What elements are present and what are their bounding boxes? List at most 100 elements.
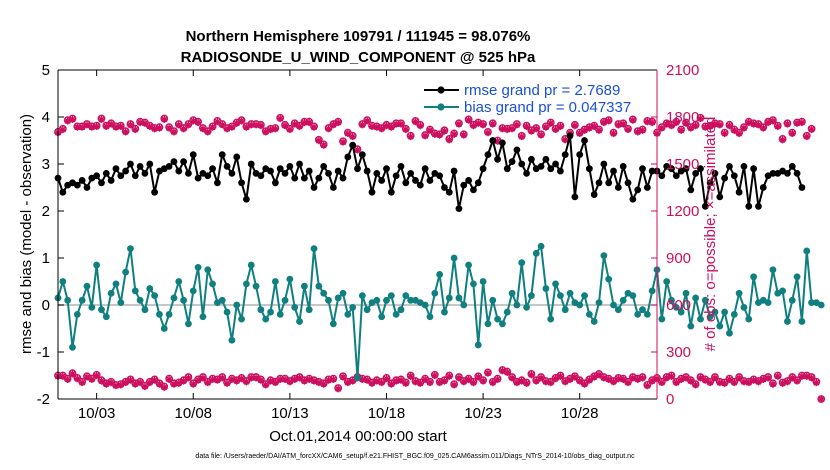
obs-assimilated-lower-point — [503, 368, 511, 376]
obs-assimilated-point — [344, 129, 352, 138]
bias-point — [764, 299, 772, 307]
bias-point — [634, 311, 642, 318]
obs-assimilated-point — [440, 127, 449, 135]
obs-assimilated-lower-point — [339, 373, 347, 381]
bias-point — [648, 287, 656, 295]
obs-assimilated-point — [426, 126, 434, 134]
obs-assimilated-point — [320, 141, 328, 149]
obs-assimilated-point — [228, 123, 236, 131]
rmse-point — [98, 179, 105, 187]
bias-point — [436, 271, 444, 278]
obs-assimilated-lower-point — [242, 378, 250, 386]
obs-assimilated-point — [701, 123, 709, 131]
bias-point — [610, 301, 617, 309]
obs-assimilated-point — [450, 130, 458, 138]
obs-assimilated-lower-point — [59, 372, 67, 380]
obs-assimilated-lower-point — [64, 375, 72, 384]
obs-assimilated-lower-point — [508, 374, 516, 382]
obs-assimilated-lower-point — [387, 380, 395, 388]
bias-point — [131, 287, 139, 295]
obs-assimilated-point — [112, 123, 120, 131]
bias-point — [779, 287, 786, 295]
rmse-point — [697, 165, 704, 173]
obs-assimilated-point — [759, 124, 767, 132]
bias-point — [668, 296, 675, 304]
rmse-point — [214, 179, 221, 187]
obs-assimilated-lower-point — [518, 377, 526, 385]
bias-point — [581, 292, 588, 299]
obs-assimilated-lower-point — [344, 378, 352, 387]
chart-title-line-2: RADIOSONDE_U_WIND_COMPONENT @ 525 hPa — [181, 49, 536, 66]
rmse-point — [228, 170, 236, 177]
rmse-point — [576, 151, 584, 159]
legend-rmse-marker — [437, 86, 445, 94]
obs-assimilated-point — [798, 118, 806, 127]
obs-assimilated-lower-point — [663, 374, 671, 382]
rmse-point — [445, 188, 453, 196]
obs-assimilated-point — [469, 122, 478, 130]
rmse-point — [750, 165, 758, 173]
obs-assimilated-point — [281, 122, 289, 130]
bias-point — [358, 292, 366, 299]
obs-assimilated-point — [527, 127, 536, 135]
bias-point — [692, 294, 700, 302]
bias-point — [503, 308, 511, 316]
rmse-point — [141, 170, 149, 177]
obs-assimilated-point — [489, 120, 497, 128]
bias-point — [643, 311, 651, 318]
bias-point — [107, 289, 115, 297]
rmse-point — [247, 160, 255, 168]
obs-assimilated-lower-point — [566, 375, 574, 384]
rmse-point — [585, 165, 593, 173]
plot-area — [58, 70, 657, 399]
bias-point — [98, 306, 105, 314]
bias-point — [122, 268, 130, 276]
obs-assimilated-point — [233, 119, 241, 127]
obs-assimilated-lower-point — [759, 375, 767, 384]
obs-assimilated-lower-point — [619, 375, 627, 384]
rmse-point — [721, 174, 729, 182]
bias-point — [745, 315, 753, 323]
obs-assimilated-series — [54, 114, 816, 154]
rmse-point — [668, 165, 675, 173]
obs-assimilated-lower-point — [721, 379, 729, 387]
y-tick-label-right: 900 — [666, 250, 691, 267]
obs-assimilated-point — [160, 115, 168, 123]
bias-point — [247, 261, 255, 269]
obs-assimilated-lower-point — [402, 379, 410, 387]
obs-assimilated-point — [619, 120, 627, 128]
bias-point — [484, 320, 492, 328]
obs-assimilated-point — [667, 122, 676, 130]
obs-assimilated-point — [324, 125, 333, 133]
bias-point — [687, 322, 695, 330]
bias-point — [750, 273, 758, 281]
obs-assimilated-lower-point — [218, 374, 226, 382]
rmse-point — [392, 172, 400, 180]
obs-assimilated-point — [276, 114, 284, 123]
bias-point — [455, 294, 463, 302]
bias-point — [479, 278, 487, 285]
obs-assimilated-lower-point — [122, 378, 130, 387]
obs-assimilated-lower-point — [117, 381, 125, 389]
obs-assimilated-lower-point — [590, 373, 598, 381]
obs-assimilated-lower-point — [189, 380, 197, 388]
obs-assimilated-lower-point — [706, 378, 714, 387]
obs-assimilated-point — [93, 122, 101, 130]
obs-assimilated-point — [378, 125, 386, 133]
obs-assimilated-point — [179, 125, 188, 133]
obs-assimilated-point — [421, 132, 429, 140]
rmse-point — [412, 177, 419, 184]
obs-assimilated-lower-point — [740, 378, 748, 386]
obs-assimilated-lower-point — [556, 372, 564, 380]
bias-point — [136, 296, 144, 304]
bias-point — [658, 315, 666, 323]
bias-point — [146, 285, 154, 292]
rmse-series — [54, 132, 806, 213]
series-layer — [54, 113, 826, 403]
obs-assimilated-point — [807, 125, 816, 134]
obs-assimilated-point — [537, 131, 545, 139]
obs-assimilated-point — [257, 122, 265, 130]
obs-assimilated-lower-point — [334, 385, 342, 393]
bias-point — [552, 280, 559, 288]
rmse-point — [170, 158, 178, 166]
